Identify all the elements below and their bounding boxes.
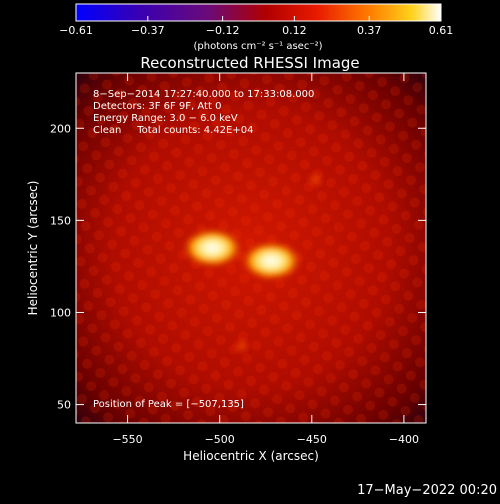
x-tick-label: −400 (389, 433, 419, 446)
peak-position-label: Position of Peak = [−507,135] (93, 399, 244, 410)
colorbar-frame (75, 3, 442, 22)
x-tick-label: −550 (112, 433, 142, 446)
image-field (76, 73, 426, 423)
y-tick-label: 100 (50, 306, 71, 319)
axis-ticks: −550 −500 −450 −400 50 100 150 200 (50, 73, 426, 446)
y-tick-label: 50 (57, 399, 71, 412)
x-tick-label: −450 (297, 433, 327, 446)
observation-time: 8−Sep−2014 17:27:40.000 to 17:33:08.000 (93, 89, 314, 100)
x-tick-label: −500 (205, 433, 235, 446)
colorbar-tick-label: 0.37 (357, 24, 382, 37)
colorbar-tick-label: −0.61 (59, 24, 93, 37)
plot-frame (75, 72, 427, 424)
footer-date: 17−May−2022 00:20 (357, 483, 497, 498)
clean-total-counts: Clean Total counts: 4.42E+04 (93, 125, 253, 136)
emission-source (231, 335, 252, 356)
colorbar-ticks: −0.61 −0.37 −0.12 0.12 0.37 0.61 (59, 3, 454, 37)
detectors-info: Detectors: 3F 6F 9F, Att 0 (93, 101, 221, 112)
energy-range: Energy Range: 3.0 − 6.0 keV (93, 113, 238, 124)
chart-title: Reconstructed RHESSI Image (140, 54, 359, 72)
y-tick-label: 150 (50, 214, 71, 227)
y-tick-label: 200 (50, 122, 71, 135)
colorbar-unit-label: (photons cm⁻² s⁻¹ asec⁻²) (193, 41, 322, 52)
emission-source (241, 241, 302, 281)
emission-source (305, 169, 326, 190)
colorbar-tick-label: 0.12 (282, 24, 307, 37)
x-axis-label: Heliocentric X (arcsec) (183, 449, 319, 463)
colorbar (76, 4, 441, 21)
emission-source (182, 228, 243, 268)
colorbar-tick-label: −0.12 (206, 24, 240, 37)
colorbar-tick-label: 0.61 (429, 24, 454, 37)
colorbar-tick-label: −0.37 (131, 24, 165, 37)
y-axis-label: Heliocentric Y (arcsec) (26, 181, 40, 316)
